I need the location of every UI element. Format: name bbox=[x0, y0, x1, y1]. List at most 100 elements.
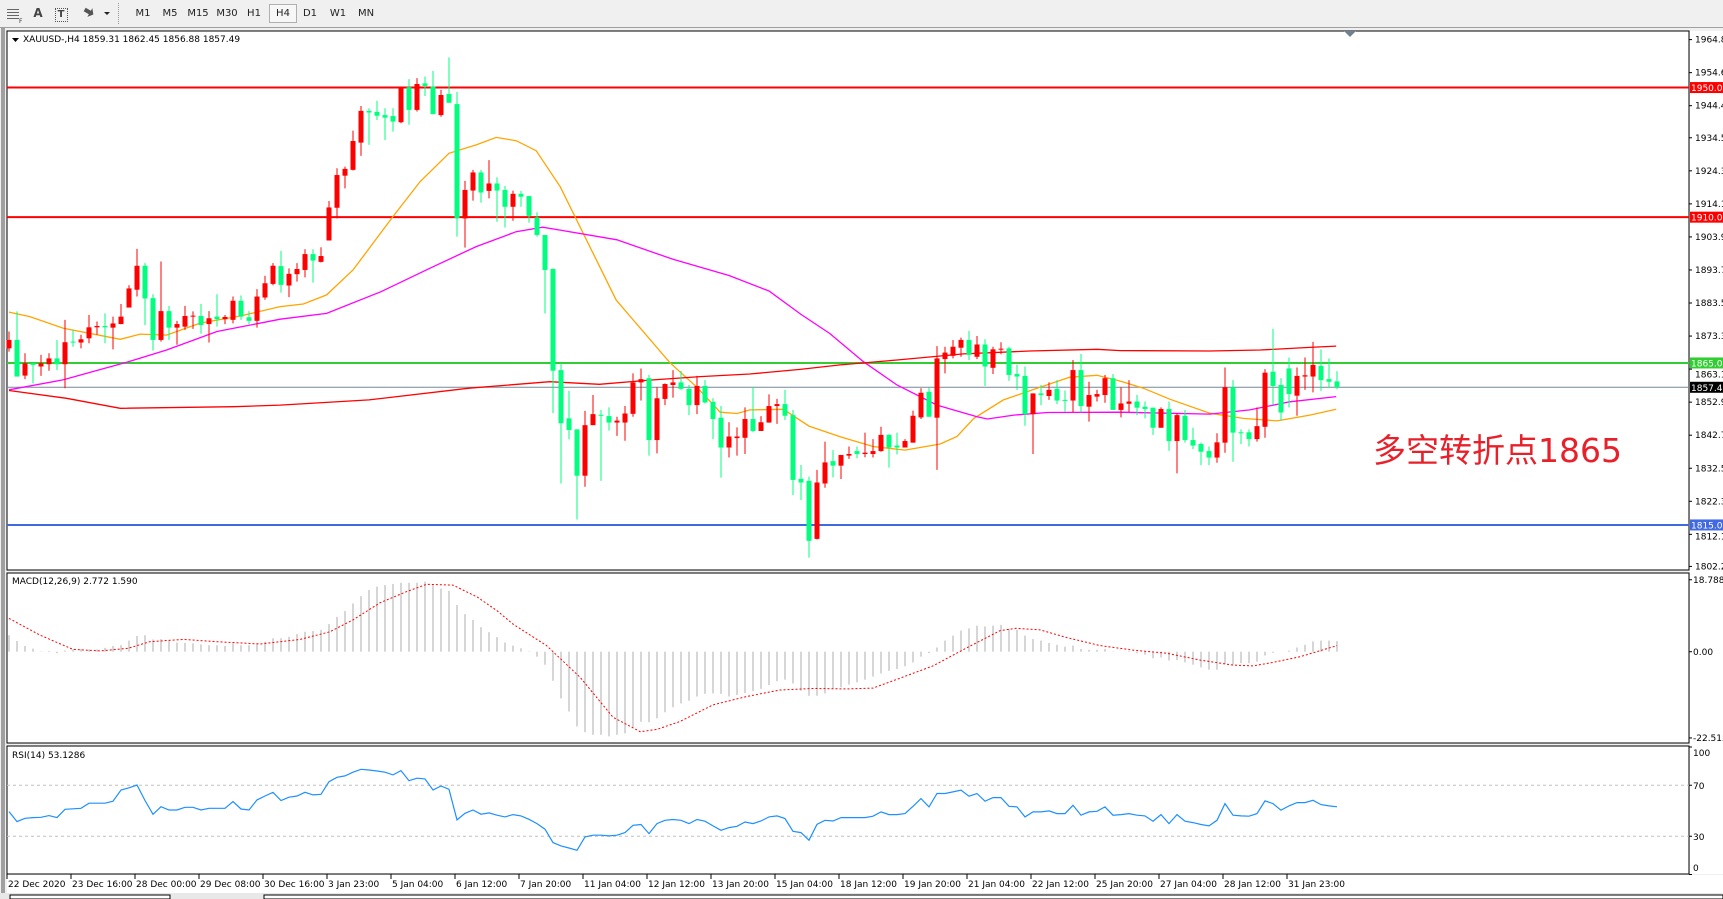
grid-f-icon[interactable]: F bbox=[4, 4, 26, 25]
main-price-pane[interactable] bbox=[6, 30, 1690, 571]
macd-pane[interactable] bbox=[6, 572, 1690, 744]
candle bbox=[270, 263, 276, 286]
candle bbox=[86, 315, 92, 344]
candle-body bbox=[1286, 368, 1292, 395]
candle-body bbox=[6, 339, 12, 349]
candle-body bbox=[134, 265, 140, 290]
candle bbox=[934, 346, 940, 470]
candle bbox=[222, 315, 228, 325]
candle-body bbox=[1118, 403, 1124, 410]
candle bbox=[254, 289, 260, 328]
ma-fast-line bbox=[8, 136, 1337, 451]
candle-body bbox=[878, 434, 884, 452]
horizontal-levels bbox=[7, 86, 1689, 526]
candle-body bbox=[886, 434, 892, 448]
candle-body bbox=[190, 315, 196, 317]
candle-body bbox=[934, 358, 940, 418]
candle bbox=[838, 454, 844, 479]
candle bbox=[1294, 367, 1300, 416]
bottom-tab[interactable] bbox=[9, 894, 171, 899]
candle-body bbox=[726, 436, 732, 448]
candle bbox=[94, 321, 100, 335]
arrows-dropdown-icon bbox=[83, 7, 110, 17]
candle-body bbox=[926, 391, 932, 417]
candle-body bbox=[334, 175, 340, 208]
candle-body bbox=[1150, 407, 1156, 428]
candle-body bbox=[158, 311, 164, 340]
bottom-tab[interactable] bbox=[263, 894, 1723, 899]
arrows-icon[interactable] bbox=[80, 4, 112, 23]
candle bbox=[382, 108, 388, 141]
candle-body bbox=[1238, 432, 1244, 434]
candle bbox=[1206, 446, 1212, 466]
candle bbox=[190, 311, 196, 329]
candle bbox=[46, 353, 52, 371]
candle-body bbox=[734, 436, 740, 439]
candle bbox=[310, 249, 316, 283]
candle bbox=[918, 388, 924, 420]
chart-shift-marker-icon[interactable] bbox=[1344, 31, 1356, 37]
candle bbox=[502, 186, 508, 228]
candle-body bbox=[1222, 387, 1228, 443]
candle-body bbox=[966, 339, 972, 355]
candle-body bbox=[942, 352, 948, 360]
candle-body bbox=[1310, 364, 1316, 377]
candle-body bbox=[526, 196, 532, 216]
candle bbox=[1142, 401, 1148, 419]
candle bbox=[886, 434, 892, 468]
candle-body bbox=[478, 172, 484, 193]
timeframe-m5[interactable]: M5 bbox=[162, 8, 178, 19]
candle bbox=[750, 387, 756, 433]
candle-body bbox=[238, 300, 244, 317]
candle bbox=[198, 303, 204, 334]
ma-mid-line bbox=[8, 226, 1337, 420]
candle bbox=[662, 383, 668, 406]
candle bbox=[950, 339, 956, 359]
timeframe-m1[interactable]: M1 bbox=[135, 8, 151, 19]
timeframe-mn[interactable]: MN bbox=[357, 8, 375, 19]
candle bbox=[446, 57, 452, 103]
candle-body bbox=[918, 392, 924, 418]
candle-body bbox=[894, 445, 900, 448]
candle-body bbox=[718, 417, 724, 448]
candle bbox=[1286, 357, 1292, 408]
collapse-triangle-icon[interactable] bbox=[12, 38, 19, 42]
candle-body bbox=[510, 193, 516, 207]
macd-signal-line bbox=[8, 583, 1338, 733]
candle bbox=[126, 285, 132, 308]
candle bbox=[102, 313, 108, 344]
candle-body bbox=[30, 363, 36, 365]
text-box-t-glyph: T bbox=[54, 8, 68, 22]
timeframe-h1[interactable]: H1 bbox=[247, 8, 261, 19]
timeframe-m15[interactable]: M15 bbox=[187, 8, 209, 19]
candle-body bbox=[38, 363, 44, 367]
text-a-icon[interactable]: A bbox=[33, 6, 43, 20]
candle-body bbox=[1326, 379, 1332, 382]
time-tick-label: 11 Jan 04:00 bbox=[584, 880, 641, 890]
rsi-pane[interactable] bbox=[6, 745, 1690, 875]
timeframe-m30[interactable]: M30 bbox=[216, 8, 238, 19]
text-box-t-icon[interactable]: T bbox=[50, 4, 72, 23]
timeframe-d1[interactable]: D1 bbox=[302, 8, 318, 19]
candle-body bbox=[830, 461, 836, 466]
candle bbox=[1062, 390, 1068, 412]
candle bbox=[1262, 369, 1268, 438]
time-tick-label: 12 Jan 12:00 bbox=[648, 880, 705, 890]
timeframe-w1[interactable]: W1 bbox=[329, 8, 347, 19]
candle bbox=[1222, 367, 1228, 453]
candle bbox=[262, 275, 268, 300]
candle-body bbox=[406, 87, 412, 110]
candle-body bbox=[790, 415, 796, 480]
candle bbox=[1086, 381, 1092, 422]
price-tick-label: 1903.90 bbox=[1695, 233, 1723, 243]
candle-body bbox=[110, 323, 116, 328]
candle-body bbox=[302, 254, 308, 270]
axes: 1964.80 1954.60 1944.40 1934.50 1924.30 1914.… bbox=[6, 36, 1723, 890]
candle-body bbox=[1030, 393, 1036, 415]
candle bbox=[358, 106, 364, 156]
candle-body bbox=[758, 422, 764, 431]
timeframe-h4[interactable]: H4 bbox=[269, 4, 297, 23]
price-tick-label: 1934.50 bbox=[1695, 134, 1723, 144]
price-tick-label: 1832.50 bbox=[1695, 464, 1723, 474]
